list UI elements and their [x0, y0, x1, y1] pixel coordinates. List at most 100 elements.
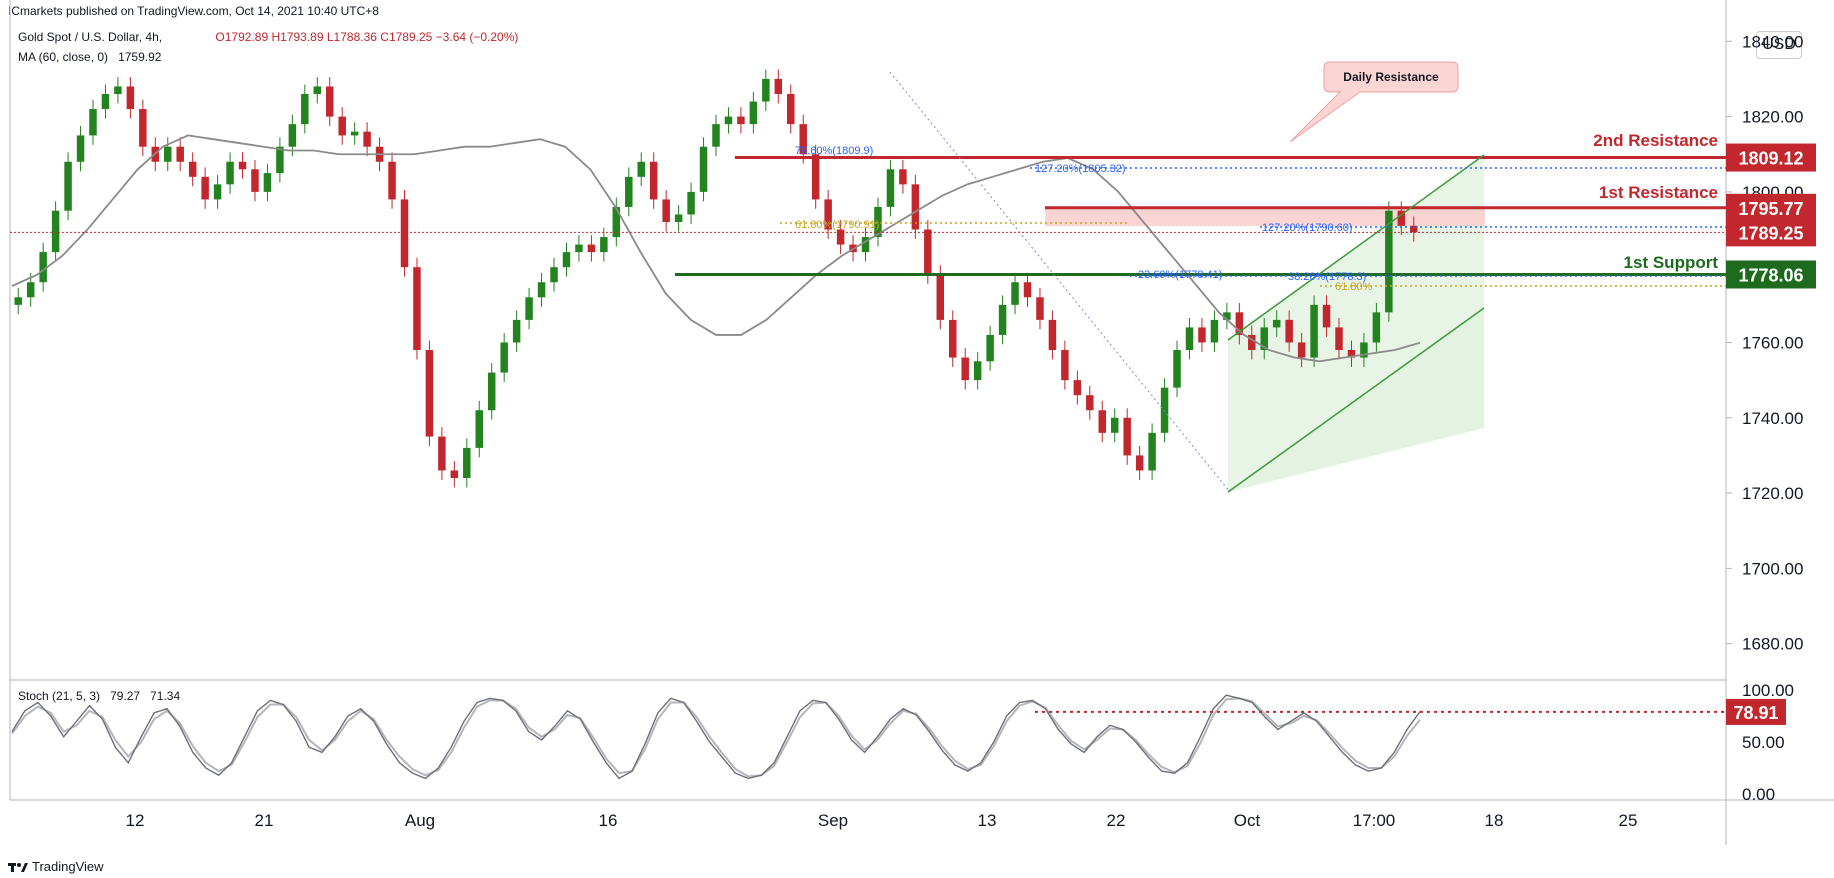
price-badge-label: 1789.25: [1738, 223, 1803, 243]
fib-78-label: 78.60%(1809.9): [795, 145, 873, 157]
candle-body: [749, 101, 758, 125]
tradingview-logo-icon: [8, 862, 28, 872]
price-badge: [1726, 218, 1816, 247]
candle-body: [836, 229, 845, 245]
candle-body: [799, 124, 807, 155]
candle-body: [425, 350, 434, 437]
candle-body: [1185, 327, 1194, 350]
candle-body: [251, 169, 259, 192]
stoch-level-badge: [1726, 698, 1786, 725]
candle-body: [986, 334, 994, 362]
fib-618-right-label: 61.80%: [1335, 281, 1373, 293]
candle-body: [1098, 410, 1107, 433]
candle-body: [14, 297, 22, 305]
fib-trend-line: [889, 71, 1231, 493]
candle-body: [525, 297, 533, 320]
daily-resistance-label: Daily Resistance: [1343, 70, 1439, 84]
legend-high: H1793.89: [271, 30, 324, 44]
first-support-label: 1st Support: [1624, 253, 1719, 272]
candle-body: [787, 94, 795, 125]
candle-body: [1061, 350, 1069, 381]
candle-body: [1347, 350, 1356, 358]
candle-body: [1160, 387, 1169, 433]
x-tick-label: 16: [599, 811, 618, 830]
candle-body: [562, 252, 571, 268]
candle-body: [1272, 319, 1281, 328]
y-tick-label: 1700.00: [1742, 559, 1803, 578]
x-tick-label: Aug: [405, 811, 435, 830]
candle-body: [450, 470, 459, 478]
candle-body: [674, 214, 683, 222]
stoch-d-line: [11, 697, 1421, 778]
candle-body: [1011, 282, 1019, 305]
candle-body: [39, 252, 47, 283]
x-tick-label: 22: [1107, 811, 1126, 830]
candle-body: [1210, 319, 1219, 343]
candle-body: [1110, 417, 1119, 433]
candle-body: [1260, 327, 1268, 350]
currency-button[interactable]: USD: [1756, 31, 1802, 59]
candle-body: [1073, 380, 1082, 396]
candle-body: [961, 357, 969, 381]
candle-body: [587, 244, 596, 253]
fib-382-label: 38.20%(1778.3): [1288, 271, 1366, 283]
candle-body: [438, 436, 446, 471]
tradingview-brand: TradingView: [32, 859, 104, 874]
stoch-y-tick-label: 0.00: [1742, 785, 1775, 804]
candle-body: [824, 199, 832, 230]
ma-label: MA (60, close, 0): [18, 50, 109, 64]
candle-body: [338, 116, 346, 136]
candle-body: [226, 161, 234, 185]
candle-body: [101, 94, 110, 110]
x-tick-label: 18: [1485, 811, 1504, 830]
candle-body: [874, 206, 882, 238]
stoch-d-value: 71.34: [150, 689, 181, 703]
candle-body: [1385, 210, 1393, 313]
candle-body: [475, 410, 483, 448]
candle-body: [188, 161, 197, 177]
candle-body: [301, 94, 309, 125]
stoch-legend: Stoch (21, 5, 3) 79.27 71.34: [18, 689, 180, 703]
legend-change: −3.64 (−0.20%): [435, 30, 519, 44]
candle-body: [861, 237, 870, 253]
candle-body: [1173, 350, 1181, 388]
candle-body: [500, 342, 508, 373]
candle-body: [1285, 319, 1293, 343]
candle-body: [276, 146, 284, 174]
candle-body: [1322, 304, 1331, 328]
candle-body: [313, 86, 322, 94]
y-tick-label: 1840.00: [1742, 32, 1803, 51]
candle-body: [1123, 417, 1131, 456]
candle-body: [288, 124, 297, 147]
candle-body: [400, 199, 409, 268]
price-badge-label: 1778.06: [1738, 265, 1803, 285]
first-resistance-label: 1st Resistance: [1599, 183, 1718, 202]
candle-body: [51, 210, 60, 253]
candle-body: [537, 282, 546, 298]
candle-body: [662, 199, 670, 222]
candle-body: [899, 169, 907, 185]
candle-body: [1023, 282, 1032, 298]
candle-body: [973, 361, 982, 381]
candle-body: [413, 267, 421, 350]
candle-body: [164, 146, 172, 162]
channel-upper-line: [1227, 154, 1485, 341]
candle-body: [176, 146, 184, 162]
y-tick-label: 1680.00: [1742, 635, 1803, 654]
candle-body: [388, 161, 396, 200]
candle-body: [737, 116, 745, 125]
candle-body: [1036, 297, 1044, 320]
x-tick-label: Oct: [1234, 811, 1261, 830]
candle-body: [687, 191, 695, 215]
x-tick-label: 12: [126, 811, 145, 830]
candle-body: [1397, 210, 1406, 226]
candle-body: [1410, 225, 1418, 233]
candle-body: [936, 274, 945, 320]
x-tick-label: 21: [255, 811, 274, 830]
candle-body: [1297, 342, 1306, 358]
candle-body: [550, 267, 558, 283]
ma-value: 1759.92: [118, 50, 162, 64]
y-tick-label: 1820.00: [1742, 108, 1803, 127]
second-resistance-label: 2nd Resistance: [1593, 131, 1718, 150]
